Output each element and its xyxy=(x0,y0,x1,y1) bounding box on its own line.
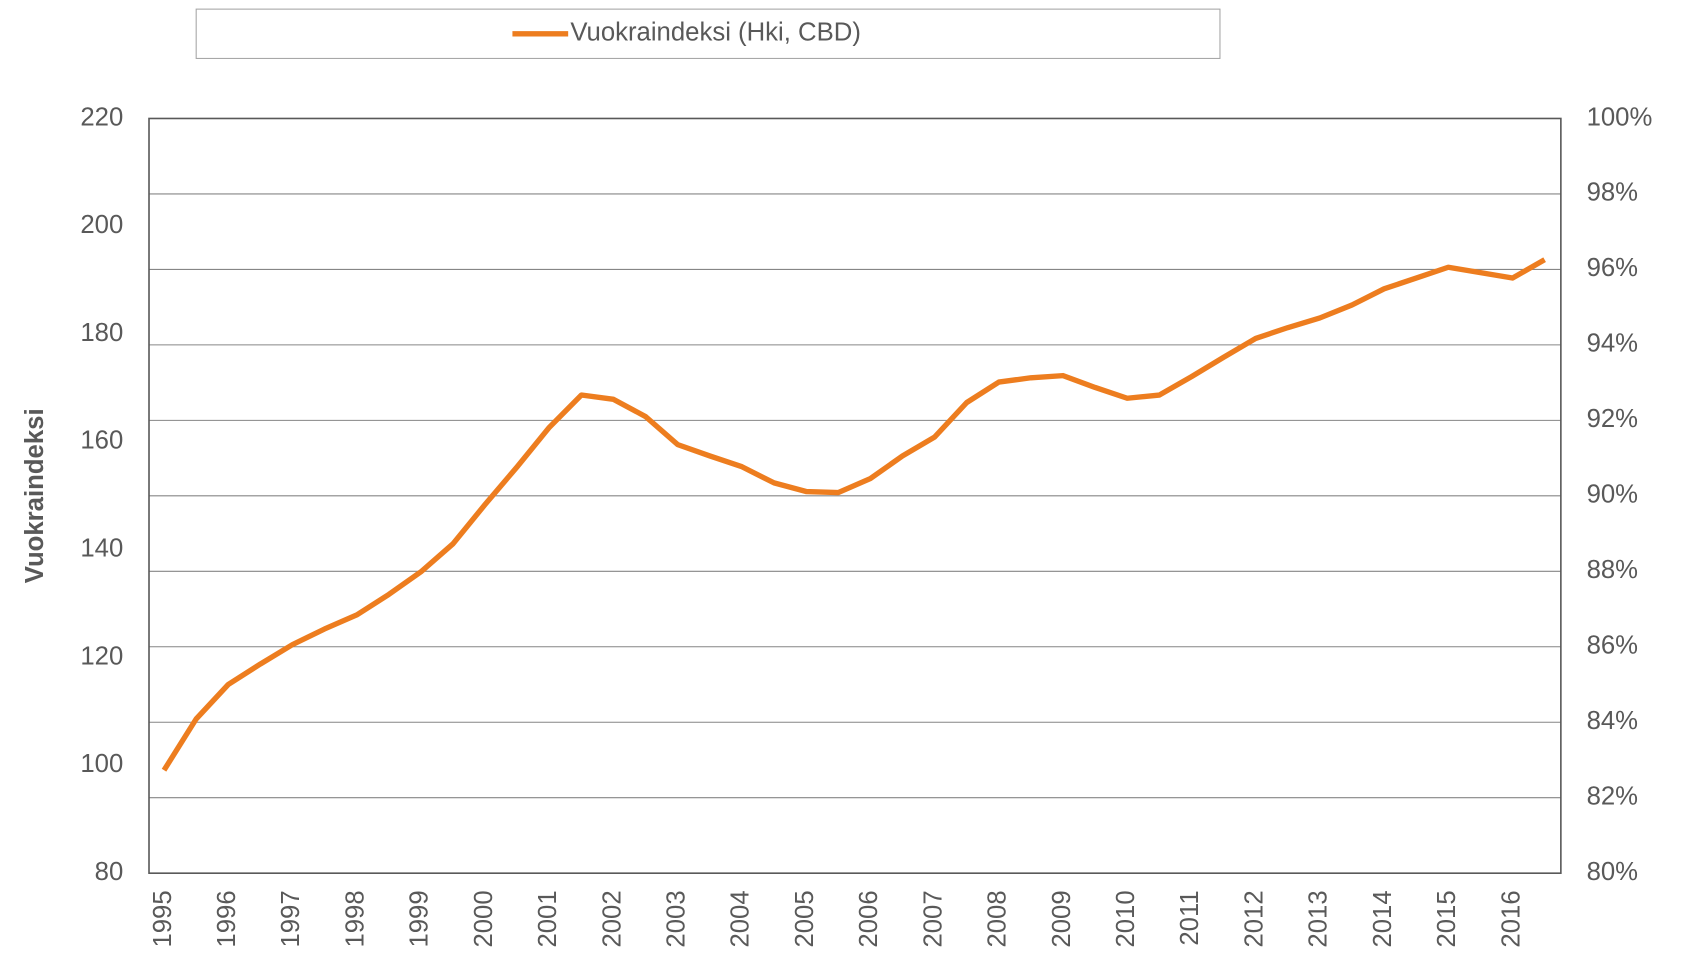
y-tick-label: 200 xyxy=(80,211,123,239)
x-tick-label: 2010 xyxy=(1112,890,1140,947)
x-tick-label: 2005 xyxy=(791,890,819,947)
x-tick-label: 2003 xyxy=(663,890,691,947)
x-tick-label: 2013 xyxy=(1305,890,1333,947)
y2-tick-label: 96% xyxy=(1587,254,1638,282)
y2-tick-label: 86% xyxy=(1587,632,1638,660)
y2-tick-label: 92% xyxy=(1587,405,1638,433)
x-tick-label: 2008 xyxy=(984,890,1012,947)
y-axis-label: Vuokraindeksi xyxy=(21,408,49,583)
legend-box xyxy=(195,8,1221,59)
x-tick-label: 2014 xyxy=(1369,890,1397,947)
x-tick-label: 2002 xyxy=(598,890,626,947)
y-tick-label: 220 xyxy=(80,103,123,131)
x-tick-label: 1997 xyxy=(277,890,305,947)
y-tick-label: 100 xyxy=(80,750,123,778)
y2-tick-label: 90% xyxy=(1587,481,1638,509)
x-tick-label: 2016 xyxy=(1497,890,1525,947)
x-tick-label: 2012 xyxy=(1240,890,1268,947)
x-tick-label: 2015 xyxy=(1433,890,1461,947)
x-tick-label: 2011 xyxy=(1176,890,1204,945)
x-tick-label: 1998 xyxy=(341,890,369,947)
x-tick-label: 2009 xyxy=(1048,890,1076,947)
y-tick-label: 80 xyxy=(95,858,124,886)
y2-tick-label: 100% xyxy=(1587,103,1653,131)
data-line xyxy=(161,257,1546,772)
x-tick-label: 1995 xyxy=(149,890,177,947)
legend-label: Vuokraindeksi (Hki, CBD) xyxy=(570,19,861,47)
x-tick-label: 2006 xyxy=(855,890,883,947)
y2-tick-label: 84% xyxy=(1587,707,1638,735)
y2-tick-label: 94% xyxy=(1587,330,1638,358)
x-tick-label: 2000 xyxy=(470,890,498,947)
y-tick-label: 140 xyxy=(80,535,123,563)
y2-tick-label: 82% xyxy=(1587,783,1638,811)
y2-tick-label: 88% xyxy=(1587,556,1638,584)
y-tick-label: 120 xyxy=(80,642,123,670)
plot-frame xyxy=(148,117,1562,874)
x-tick-label: 1999 xyxy=(406,890,434,947)
x-tick-label: 1996 xyxy=(213,890,241,947)
y-tick-label: 160 xyxy=(80,427,123,455)
y2-tick-label: 98% xyxy=(1587,179,1638,207)
y-tick-label: 180 xyxy=(80,319,123,347)
y2-tick-label: 80% xyxy=(1587,858,1638,886)
x-tick-label: 2001 xyxy=(534,890,562,947)
x-tick-label: 2004 xyxy=(727,890,755,947)
x-tick-label: 2007 xyxy=(919,890,947,947)
